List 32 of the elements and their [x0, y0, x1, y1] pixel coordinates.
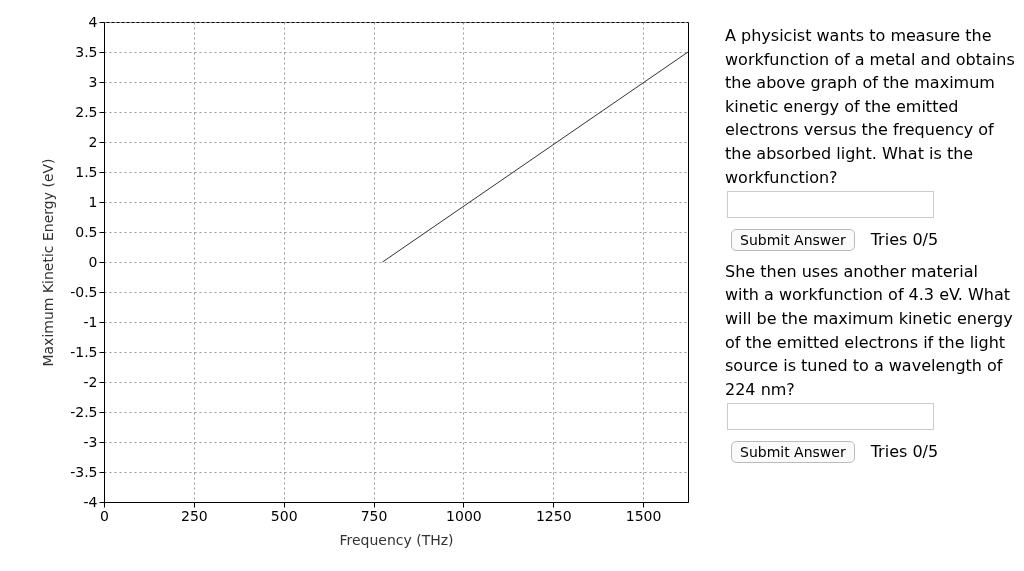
x-tick-label: 1000 [446, 507, 482, 524]
y-tick-label: -2.5 [70, 403, 98, 420]
y-tick-label: -4 [83, 493, 98, 510]
y-tick-label: -1 [83, 313, 98, 330]
y-tick-label: -3.5 [70, 463, 98, 480]
y-tick-label: -3 [83, 433, 98, 450]
x-axis-title: Frequency (THz) [339, 531, 454, 548]
y-tick-label: -2 [83, 373, 98, 390]
y-tick-label: 0 [88, 253, 98, 270]
y-tick-label: 4 [88, 13, 98, 30]
submit-button: Submit Answer [731, 228, 855, 251]
y-tick-label: -1.5 [70, 343, 98, 360]
y-axis-title: Maximum Kinetic Energy (eV) [40, 158, 57, 367]
x-tick-label: 750 [360, 507, 388, 524]
y-tick-label: 3 [88, 73, 98, 90]
y-tick-label: 2.5 [75, 103, 98, 120]
y-tick-label: 1 [88, 193, 98, 210]
x-tick-label: 0 [100, 507, 109, 524]
x-tick-label: 500 [270, 507, 298, 524]
y-tick-label: -0.5 [70, 283, 98, 300]
y-tick-label: 3.5 [75, 43, 98, 60]
text: Tries 0/5 [870, 229, 939, 252]
x-tick-label: 1250 [535, 507, 572, 524]
y-tick-label: 1.5 [75, 163, 98, 180]
x-tick-label: 1500 [625, 507, 662, 524]
y-tick-label: 0.5 [75, 223, 98, 240]
submit-button: Submit Answer [731, 441, 855, 464]
x-tick-label: 250 [180, 507, 208, 524]
text: A physicist wants to measure the workfunction of a metal and obtains the above graph of the maximum kinetic energy of the emitted electrons versus the frequency of the absorbed light. What is the workfunction? [725, 25, 1015, 189]
text: She then uses another material with a workfunction of 4.3 eV. What will be the maximum kinetic energy of the emitted electrons if the light source is tuned to a wavelength of 224 nm? [725, 260, 1014, 401]
text: Tries 0/5 [870, 441, 939, 464]
y-tick-label: 2 [88, 133, 98, 150]
